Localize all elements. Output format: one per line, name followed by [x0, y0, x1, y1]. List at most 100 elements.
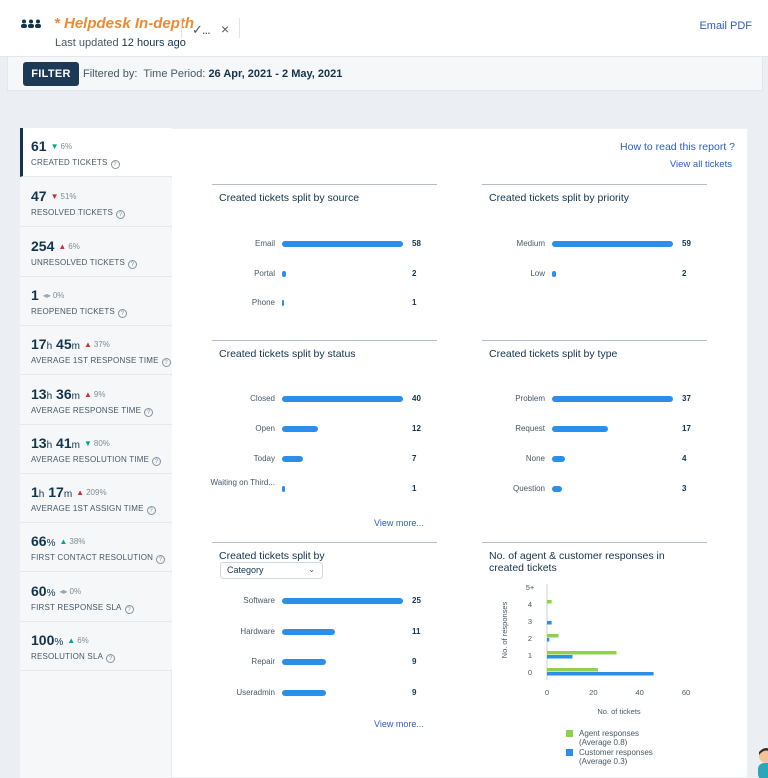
kpi-card[interactable]: 13h 41m ▼ 80% AVERAGE RESOLUTION TIME? — [20, 424, 172, 474]
bar[interactable] — [552, 241, 673, 247]
bar-row[interactable]: Question 3 — [482, 482, 707, 496]
kpi-card[interactable]: 13h 36m ▲ 9% AVERAGE RESPONSE TIME? — [20, 375, 172, 425]
bar[interactable] — [282, 486, 286, 492]
kpi-card[interactable]: 66% ▲ 38% FIRST CONTACT RESOLUTION? — [20, 523, 172, 573]
bar-row[interactable]: Repair 9 — [212, 655, 437, 669]
customer-bar[interactable] — [547, 655, 573, 659]
info-icon[interactable]: ? — [152, 456, 162, 466]
kpi-delta: ▲ 209% — [76, 488, 107, 498]
bar-label: Email — [254, 239, 275, 248]
bar-row[interactable]: Today 7 — [212, 452, 437, 466]
bar[interactable] — [552, 456, 566, 462]
bar[interactable] — [282, 628, 336, 635]
bar-row[interactable]: Problem 37 — [482, 392, 707, 406]
trend-arrow-icon: ▲ — [83, 340, 92, 350]
agent-bar[interactable] — [547, 600, 552, 604]
bar[interactable] — [552, 396, 673, 402]
kpi-label: FIRST RESPONSE SLA? — [31, 603, 172, 614]
bar-label: Closed — [250, 394, 275, 403]
email-pdf-link[interactable]: Email PDF — [699, 20, 752, 32]
category-select[interactable]: Category ⌄ — [220, 562, 323, 579]
bar-row[interactable]: Email 58 — [212, 237, 437, 251]
kpi-delta: ▲ 6% — [67, 636, 89, 645]
info-icon[interactable]: ? — [128, 259, 137, 269]
kpi-card[interactable]: 47 ▼ 51% RESOLVED TICKETS? — [20, 178, 172, 228]
bar[interactable] — [282, 456, 304, 462]
bar-row[interactable]: None 4 — [482, 452, 707, 466]
filter-button[interactable]: FILTER — [23, 62, 79, 86]
x-tick-label: 40 — [635, 688, 643, 697]
info-icon[interactable]: ? — [116, 210, 126, 220]
kpi-label: RESOLVED TICKETS? — [31, 208, 172, 220]
info-icon[interactable]: ? — [146, 506, 156, 516]
report-title[interactable]: * Helpdesk In-depth — [54, 15, 195, 32]
bar-label: Hardware — [240, 626, 275, 636]
bar[interactable] — [282, 300, 285, 306]
bar-row[interactable]: Useradmin 9 — [212, 686, 437, 700]
bar-label: Low — [530, 268, 545, 278]
kpi-card[interactable]: 1 ◂▸ 0% REOPENED TICKETS? — [20, 276, 172, 326]
bar-label: None — [525, 454, 545, 463]
bar[interactable] — [282, 598, 403, 604]
bar-row[interactable]: Medium 59 — [482, 237, 707, 251]
view-all-tickets-link[interactable]: View all tickets — [669, 159, 732, 170]
bar-row[interactable]: Hardware 11 — [212, 625, 437, 639]
info-icon[interactable]: ? — [156, 555, 166, 565]
agent-bar[interactable] — [547, 668, 598, 672]
trend-arrow-icon: ▼ — [50, 142, 59, 151]
agent-bar[interactable] — [547, 651, 617, 655]
card-title: Created tickets split by source — [219, 192, 360, 204]
customer-bar[interactable] — [547, 638, 550, 642]
bar[interactable] — [282, 241, 403, 247]
kpi-label: UNRESOLVED TICKETS? — [31, 258, 172, 269]
kpi-card[interactable]: 1h 17m ▲ 209% AVERAGE 1ST ASSIGN TIME? — [20, 474, 172, 524]
bar-row[interactable]: Phone 1 — [212, 296, 437, 310]
responses-chart: 0 1 2 3 4 5+ 0 20 40 60 No. of tickets No. of respo… — [500, 583, 690, 716]
bar-row[interactable]: Waiting on Third... 1 — [211, 478, 437, 496]
kpi-card[interactable]: 61 ▼ 6% CREATED TICKETS? — [20, 128, 172, 177]
bar-row[interactable]: Portal 2 — [212, 267, 437, 281]
kpi-card[interactable]: 60% ◂▸ 0% FIRST RESPONSE SLA? — [20, 572, 172, 622]
bar[interactable] — [552, 486, 562, 492]
bar[interactable] — [282, 426, 319, 432]
bar-value: 9 — [412, 657, 417, 666]
bar-row[interactable]: Request 17 — [482, 422, 707, 436]
info-icon[interactable]: ? — [161, 358, 171, 368]
how-to-read-link[interactable]: How to read this report ? — [620, 141, 735, 153]
bar[interactable] — [552, 270, 557, 277]
info-icon[interactable]: ? — [106, 654, 116, 663]
kpi-card[interactable]: 100% ▲ 6% RESOLUTION SLA? — [20, 622, 172, 671]
bar[interactable] — [282, 270, 287, 277]
bar[interactable] — [282, 396, 403, 402]
bar[interactable] — [282, 689, 326, 696]
save-check-icon[interactable]: ✓... — [192, 22, 211, 37]
category-view-more-link[interactable]: View more... — [374, 719, 424, 729]
status-view-more-link[interactable]: View more... — [374, 518, 424, 528]
info-icon[interactable]: ? — [110, 160, 120, 169]
bar-row[interactable]: Closed 40 — [212, 392, 437, 406]
kpi-card[interactable]: 254 ▲ 6% UNRESOLVED TICKETS? — [20, 227, 172, 277]
customer-bar[interactable] — [547, 672, 654, 676]
bar-value: 17 — [682, 424, 691, 433]
info-icon[interactable]: ? — [117, 308, 127, 318]
bar[interactable] — [282, 659, 326, 665]
close-icon[interactable]: × — [221, 21, 230, 37]
info-icon[interactable]: ? — [124, 604, 134, 614]
bar[interactable] — [552, 426, 608, 432]
agent-bar[interactable] — [547, 634, 559, 638]
kpi-sidebar: 61 ▼ 6% CREATED TICKETS? 47 ▼ 51% RESOLVED TICK… — [20, 128, 172, 778]
card-title: Created tickets split by priority — [489, 192, 630, 204]
bar-row[interactable]: Open 12 — [212, 422, 437, 436]
y-tick-label: 1 — [528, 651, 532, 660]
kpi-card[interactable]: 17h 45m ▲ 37% AVERAGE 1ST RESPONSE TIME? — [20, 326, 172, 376]
bar-row[interactable]: Low 2 — [482, 267, 707, 281]
bar-label: Waiting on Third... — [210, 478, 275, 487]
kpi-delta: ▲ 6% — [58, 241, 80, 251]
assistant-avatar-icon[interactable] — [752, 746, 768, 778]
customer-bar[interactable] — [547, 621, 552, 625]
bar-value: 25 — [412, 596, 421, 605]
bar-row[interactable]: Software 25 — [212, 594, 437, 608]
info-icon[interactable]: ? — [144, 407, 154, 417]
kpi-value: 61 ▼ 6% — [31, 138, 73, 154]
status-chart-card: Created tickets split by status Closed 40… — [211, 340, 437, 530]
